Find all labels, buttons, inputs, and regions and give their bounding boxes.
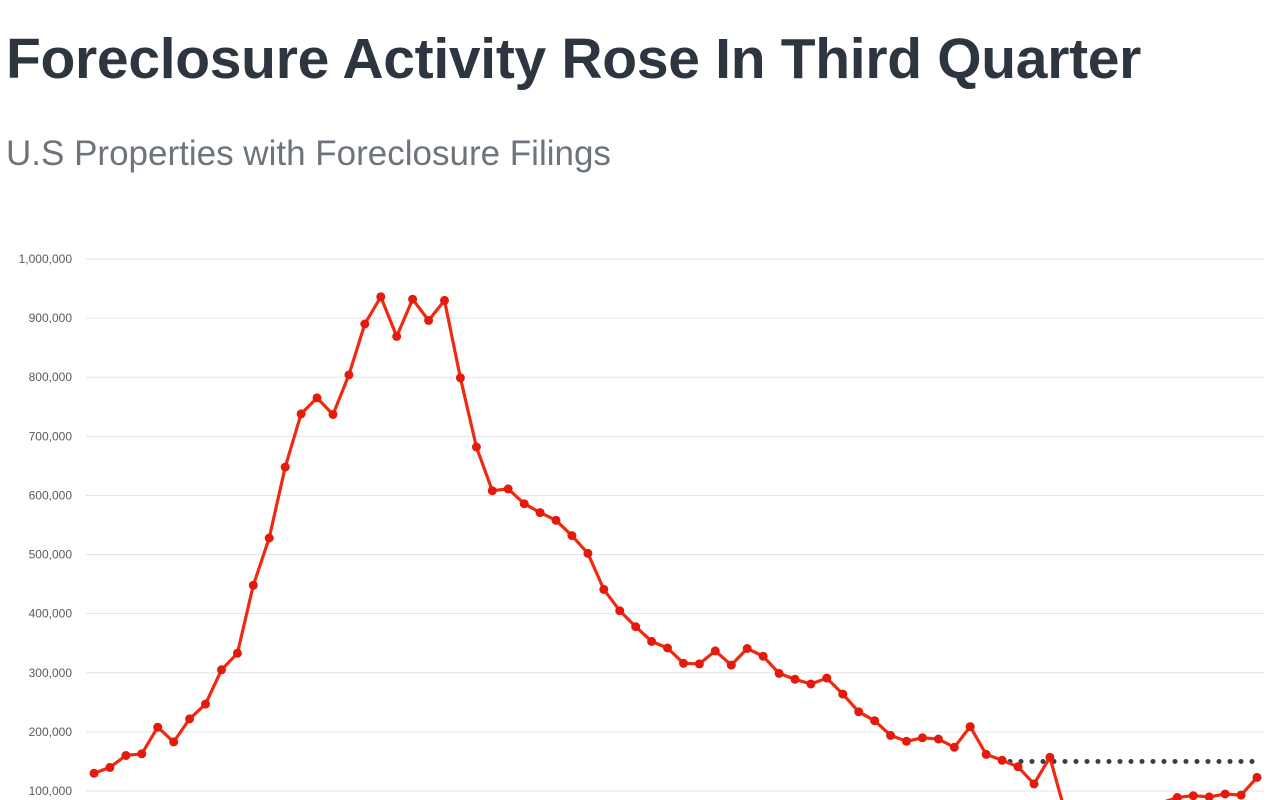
data-point (790, 674, 800, 684)
data-point (1045, 752, 1055, 762)
data-point (535, 508, 545, 518)
data-point (392, 331, 402, 341)
data-point (264, 533, 274, 543)
y-tick-label: 300,000 (29, 666, 73, 680)
data-point (742, 644, 752, 653)
data-point (376, 292, 386, 302)
data-point (615, 606, 625, 616)
data-point (933, 734, 943, 744)
series-layer (92, 295, 1259, 800)
data-point (217, 665, 226, 675)
data-point (408, 294, 418, 304)
marker-layer (89, 292, 1262, 800)
data-point (838, 689, 848, 699)
data-point (981, 749, 991, 759)
y-tick-label: 800,000 (29, 370, 73, 384)
data-point (551, 515, 561, 525)
data-point (854, 707, 864, 717)
series-line (92, 295, 1259, 800)
data-point (726, 660, 736, 670)
data-point (296, 409, 306, 419)
data-point (1252, 772, 1262, 782)
line-chart: 100,000 200,000 300,000 400,000 500,000 600,0… (19, 252, 1264, 800)
data-point (312, 393, 322, 403)
data-point (886, 730, 896, 740)
chart-title: Foreclosure Activity Rose In Third Quart… (6, 27, 1142, 91)
data-point (248, 580, 258, 590)
data-point (997, 755, 1007, 765)
data-point (1029, 779, 1039, 789)
data-point (679, 658, 688, 668)
data-point (471, 442, 481, 452)
data-point (519, 499, 529, 509)
data-point (169, 737, 179, 747)
data-point (1220, 789, 1230, 799)
data-point (137, 749, 147, 759)
data-point (503, 484, 513, 494)
data-point (758, 651, 768, 661)
data-point (917, 733, 927, 743)
data-point (710, 646, 720, 656)
data-point (902, 736, 911, 746)
y-tick-label: 500,000 (29, 548, 73, 562)
data-point (344, 370, 354, 380)
data-point (153, 722, 163, 732)
data-point (89, 768, 99, 778)
y-tick-label: 700,000 (29, 429, 73, 443)
data-point (201, 699, 210, 709)
data-point (328, 410, 338, 419)
data-point (1013, 762, 1023, 772)
data-point (455, 373, 465, 383)
data-point (105, 762, 115, 772)
data-point (1204, 792, 1214, 800)
data-point (1188, 791, 1198, 800)
y-tick-label: 100,000 (29, 784, 73, 798)
data-point (694, 659, 704, 669)
data-point (631, 622, 641, 632)
gridlines (86, 258, 1264, 792)
data-point (583, 548, 593, 558)
y-axis-tick-labels: 100,000 200,000 300,000 400,000 500,000 600,0… (19, 252, 73, 798)
data-point (360, 319, 370, 329)
y-tick-label: 1,000,000 (19, 252, 73, 266)
data-point (663, 643, 672, 653)
data-point (1236, 790, 1246, 800)
data-point (949, 742, 959, 752)
data-point (487, 486, 497, 496)
data-point (424, 316, 434, 325)
data-point (822, 673, 832, 683)
data-point (599, 584, 609, 594)
data-point (647, 636, 657, 646)
y-tick-label: 200,000 (29, 725, 73, 739)
chart-subtitle: U.S Properties with Foreclosure Filings (6, 134, 611, 173)
y-tick-label: 600,000 (29, 488, 73, 502)
data-point (280, 462, 290, 472)
data-point (806, 679, 816, 689)
data-point (774, 668, 784, 678)
data-point (232, 648, 242, 658)
data-point (1172, 793, 1182, 800)
data-point (121, 751, 131, 760)
data-point (567, 531, 577, 541)
data-point (965, 722, 975, 732)
data-point (185, 714, 195, 724)
y-tick-label: 400,000 (29, 607, 73, 621)
data-point (440, 295, 449, 305)
y-tick-label: 900,000 (29, 311, 73, 325)
data-point (870, 716, 880, 726)
